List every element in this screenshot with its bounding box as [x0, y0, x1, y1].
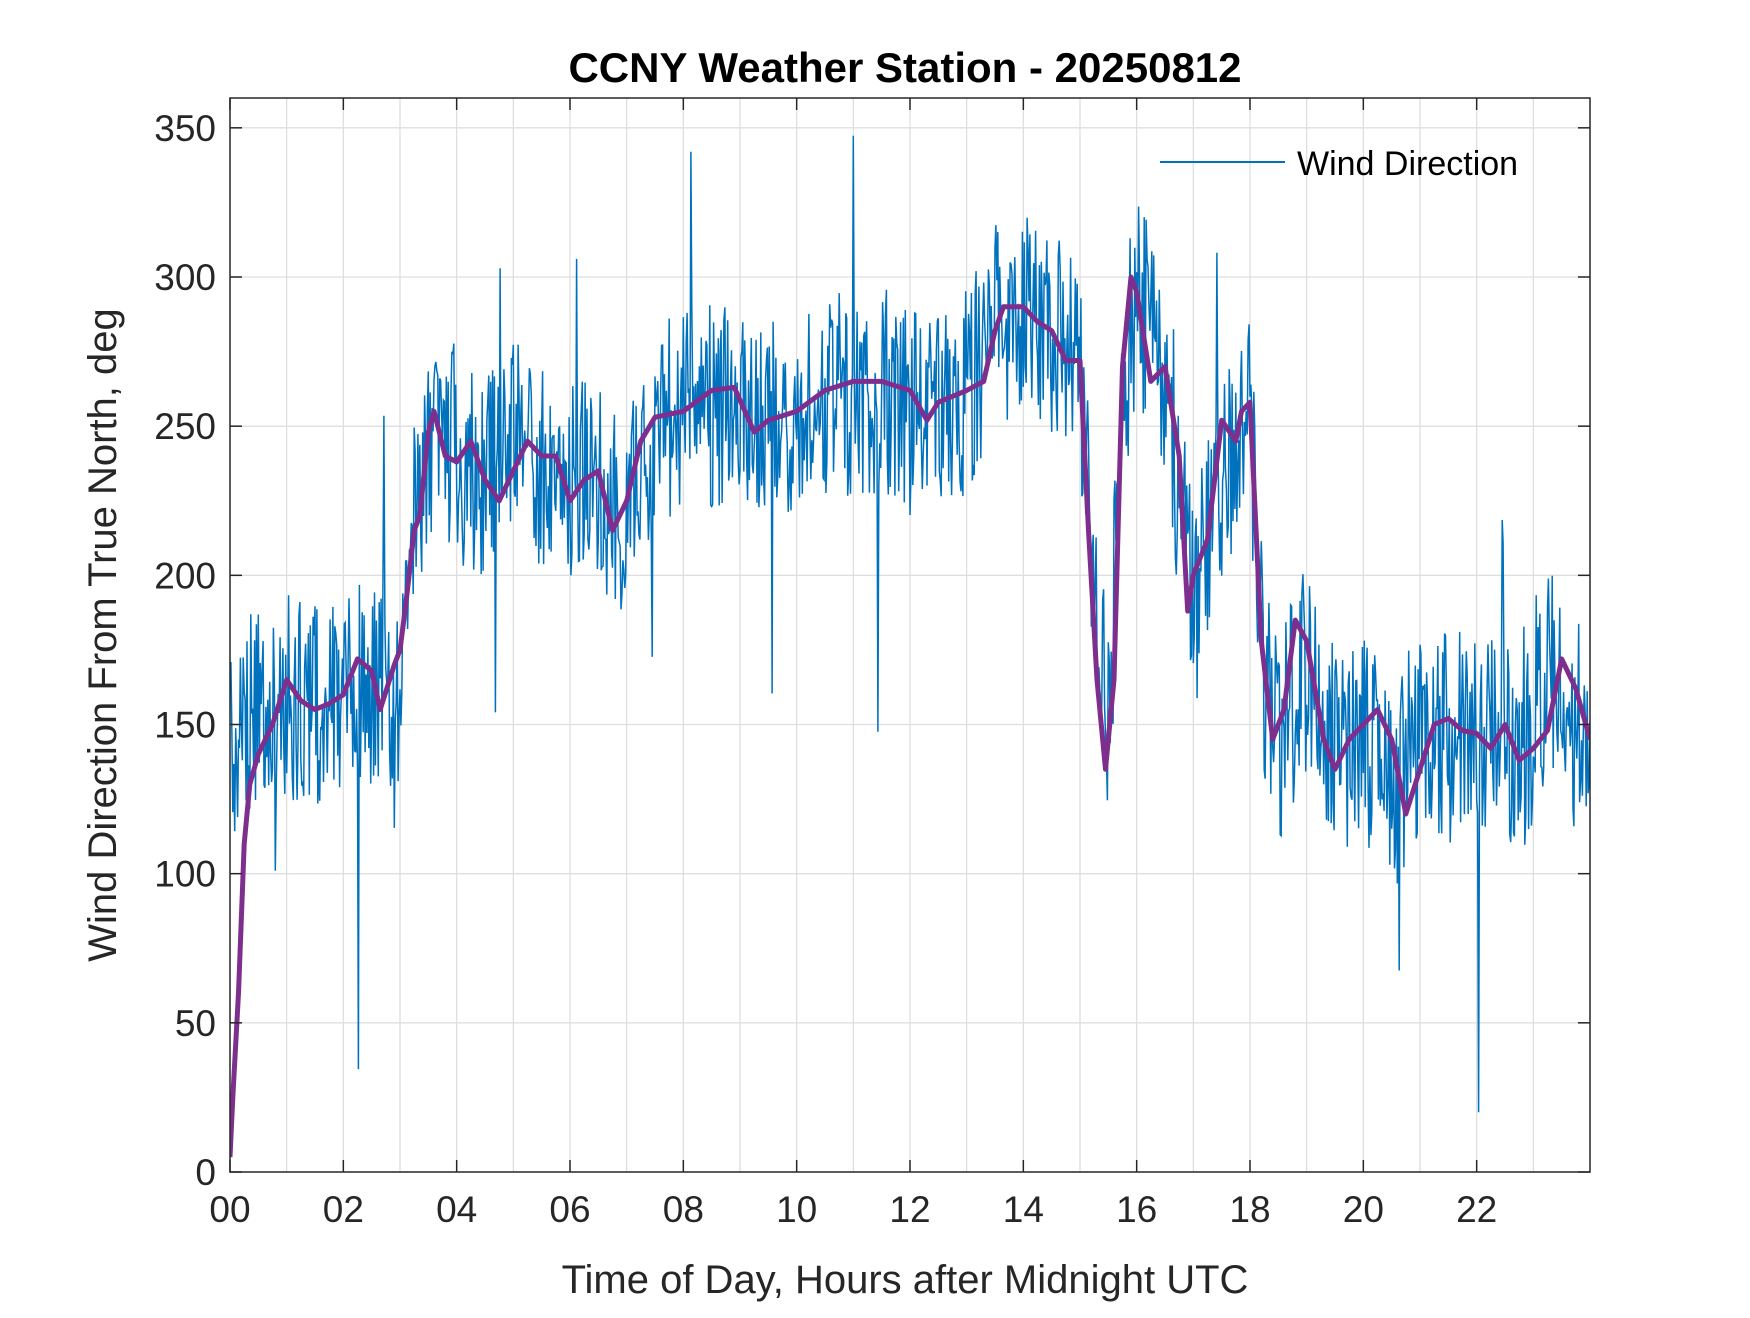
y-axis-label: Wind Direction From True North, deg	[81, 308, 125, 962]
x-tick-label: 18	[1229, 1189, 1270, 1230]
y-tick-label: 150	[154, 705, 216, 746]
x-tick-label: 00	[209, 1189, 250, 1230]
y-tick-label: 250	[154, 406, 216, 447]
x-tick-label: 16	[1116, 1189, 1157, 1230]
x-tick-label: 22	[1456, 1189, 1497, 1230]
x-tick-label: 06	[549, 1189, 590, 1230]
x-tick-label: 12	[889, 1189, 930, 1230]
x-tick-label: 02	[323, 1189, 364, 1230]
x-tick-label: 14	[1003, 1189, 1044, 1230]
legend: Wind Direction	[1160, 145, 1518, 183]
y-tick-label: 300	[154, 257, 216, 298]
y-tick-label: 200	[154, 555, 216, 596]
legend-entry-wind-direction: Wind Direction	[1297, 145, 1518, 183]
x-tick-label: 10	[776, 1189, 817, 1230]
x-tick-label: 04	[436, 1189, 477, 1230]
y-tick-label: 0	[195, 1152, 216, 1193]
chart-title: CCNY Weather Station - 20250812	[568, 44, 1241, 91]
x-tick-label: 20	[1343, 1189, 1384, 1230]
y-tick-label: 50	[175, 1003, 216, 1044]
y-tick-label: 350	[154, 108, 216, 149]
series-smoothed-wind-direction	[230, 274, 1590, 1158]
x-axis-label: Time of Day, Hours after Midnight UTC	[562, 1258, 1249, 1302]
axes-layer: 00 02 04 06 08 10 12 14 16 18 20 22 0 50 100 150 200 250 3…	[154, 97, 1591, 1230]
series-wind-direction	[230, 135, 1590, 1113]
plot-area	[230, 135, 1590, 1158]
x-tick-label: 08	[663, 1189, 704, 1230]
y-tick-label: 100	[154, 854, 216, 895]
